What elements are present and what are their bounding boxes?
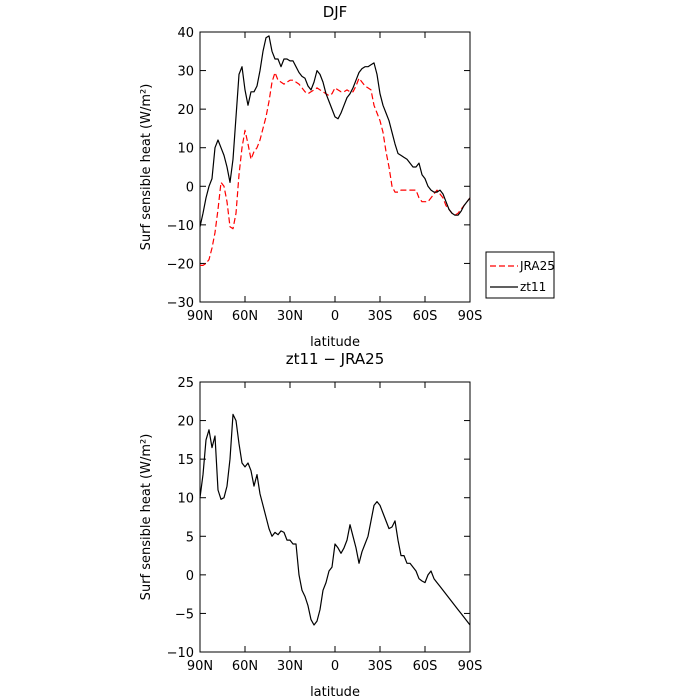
legend-label-jra25: JRA25 — [519, 259, 555, 273]
top-x-axis: 90N 60N 30N 0 30S 60S 90S — [187, 32, 483, 324]
top-ytick-label: 30 — [177, 65, 194, 80]
top-y-axis-title: Surf sensible heat (W/m²) — [139, 84, 154, 251]
top-x-axis-title: latitude — [310, 335, 360, 350]
bottom-ytick-label: 15 — [177, 453, 194, 468]
legend-box — [485, 251, 555, 299]
top-series-group — [199, 35, 471, 266]
top-xtick-label: 0 — [331, 309, 339, 324]
bottom-ytick-label: 25 — [177, 376, 194, 391]
top-series-line-zt11 — [199, 35, 471, 227]
legend: JRA25 zt11 — [485, 251, 555, 299]
top-xtick-label: 60S — [413, 309, 438, 324]
bottom-ytick-label: 0 — [186, 569, 194, 584]
bottom-xtick-label: 30N — [277, 659, 303, 674]
bottom-x-axis: 90N 60N 30N 0 30S 60S 90S — [187, 382, 483, 674]
top-xtick-label: 90N — [187, 309, 213, 324]
top-ytick-label: 10 — [177, 142, 194, 157]
bottom-ytick-label: 10 — [177, 492, 194, 507]
bottom-y-axis: −10 −5 0 5 10 15 20 25 — [167, 376, 470, 661]
top-ytick-label: −30 — [167, 296, 194, 311]
bottom-y-axis-title: Surf sensible heat (W/m²) — [139, 434, 154, 601]
bottom-panel: zt11 − JRA25 −10 −5 0 5 10 15 20 25 90N 60N 30N 0 3… — [139, 350, 482, 700]
top-ytick-label: 0 — [186, 180, 194, 195]
bottom-panel-title: zt11 − JRA25 — [286, 350, 385, 368]
bottom-ytick-label: −5 — [175, 607, 194, 622]
top-xtick-label: 30N — [277, 309, 303, 324]
bottom-series-line-0 — [199, 413, 471, 626]
bottom-xtick-label: 30S — [368, 659, 393, 674]
bottom-ytick-label: −10 — [167, 646, 194, 661]
top-ytick-label: 40 — [177, 26, 194, 41]
top-ytick-label: −20 — [167, 257, 194, 272]
top-plot-frame — [199, 31, 471, 303]
bottom-xtick-label: 0 — [331, 659, 339, 674]
bottom-ytick-label: 5 — [186, 530, 194, 545]
bottom-xtick-label: 60S — [413, 659, 438, 674]
top-series-line-jra25 — [200, 71, 471, 266]
top-xtick-label: 60N — [232, 309, 258, 324]
top-y-axis: −30 −20 −10 0 10 20 30 40 — [167, 26, 470, 311]
bottom-xtick-label: 60N — [232, 659, 258, 674]
top-panel-title: DJF — [323, 3, 348, 21]
top-ytick-label: −10 — [167, 219, 194, 234]
bottom-series-group — [199, 413, 471, 626]
bottom-xtick-label: 90N — [187, 659, 213, 674]
bottom-plot-frame — [199, 381, 471, 653]
bottom-x-axis-title: latitude — [310, 685, 360, 700]
legend-label-zt11: zt11 — [520, 280, 546, 294]
bottom-ytick-label: 20 — [177, 415, 194, 430]
top-xtick-label: 30S — [368, 309, 393, 324]
top-ytick-label: 20 — [177, 103, 194, 118]
bottom-xtick-label: 90S — [458, 659, 483, 674]
top-xtick-label: 90S — [458, 309, 483, 324]
